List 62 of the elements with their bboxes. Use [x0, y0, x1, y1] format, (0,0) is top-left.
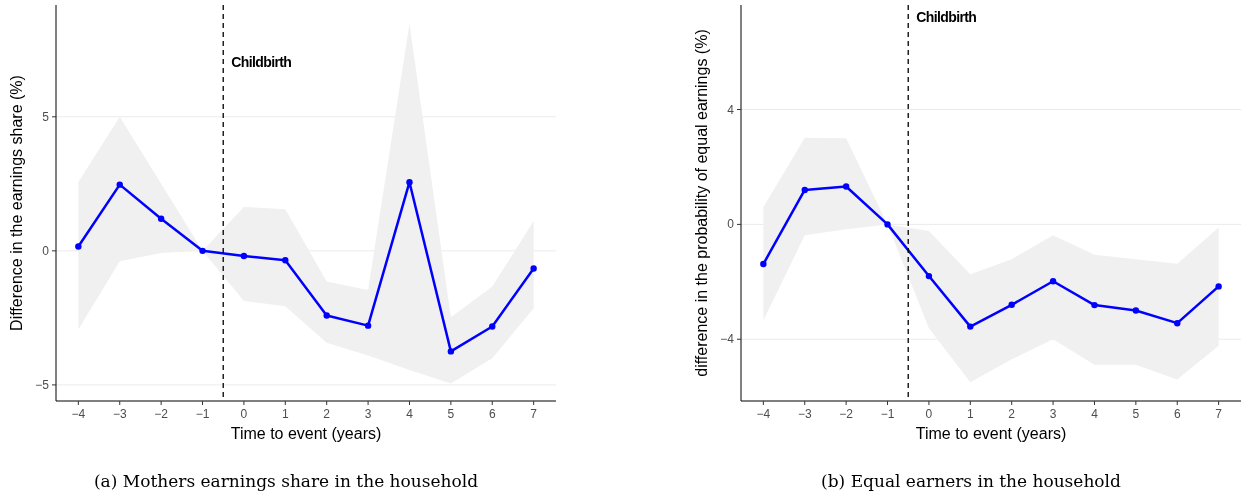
- point: [760, 260, 767, 268]
- point: [75, 243, 82, 250]
- x-tick-label: 6: [1173, 407, 1181, 421]
- x-tick-label: −2: [154, 407, 169, 421]
- point: [1174, 319, 1181, 327]
- ref-line-label: Childbirth: [231, 54, 292, 70]
- x-tick-label: 2: [1008, 407, 1016, 421]
- x-tick-label: 1: [966, 407, 974, 421]
- x-tick-label: −3: [112, 407, 127, 421]
- point: [925, 272, 933, 280]
- point: [489, 323, 496, 330]
- ref-line-label: Childbirth: [916, 9, 977, 25]
- y-tick-label: 4: [727, 102, 735, 117]
- point: [199, 247, 206, 255]
- x-axis-title: Time to event (years): [230, 425, 382, 442]
- x-tick-label: 0: [240, 407, 248, 421]
- text: (b) Equal earners in the household: [821, 471, 1122, 491]
- point: [1132, 307, 1140, 314]
- x-axis-title: Time to event (years): [915, 425, 1067, 442]
- point: [157, 215, 165, 222]
- point: [282, 257, 289, 264]
- x-tick-label: 4: [1091, 407, 1099, 421]
- point: [1008, 301, 1015, 308]
- x-tick-label: 3: [364, 407, 372, 421]
- point: [364, 322, 372, 329]
- x-tick-label: −1: [195, 407, 210, 421]
- point: [240, 252, 248, 260]
- point: [323, 312, 330, 319]
- point: [1049, 278, 1057, 285]
- text: (a) Mothers earnings share in the household: [93, 471, 479, 491]
- point: [447, 348, 455, 355]
- x-tick-label: 1: [281, 407, 289, 421]
- y-axis-title: difference in the probability of equal earnings (%): [693, 29, 710, 377]
- y-tick-label: −5: [35, 377, 50, 392]
- x-tick-label: 6: [488, 407, 496, 421]
- x-tick-label: 4: [406, 407, 414, 421]
- x-tick-label: −4: [756, 407, 771, 421]
- point: [406, 179, 413, 186]
- point: [842, 183, 850, 190]
- x-tick-label: −2: [839, 407, 854, 421]
- x-tick-label: 5: [1132, 407, 1140, 421]
- y-tick-label: −4: [720, 332, 735, 347]
- y-axis-title: Difference in the earnings share (%): [8, 75, 25, 331]
- x-tick-label: 7: [1215, 407, 1223, 421]
- point: [801, 186, 808, 194]
- point: [1215, 283, 1222, 290]
- y-tick-label: 0: [727, 217, 735, 232]
- x-tick-label: −3: [797, 407, 812, 421]
- x-tick-label: 2: [323, 407, 331, 421]
- x-tick-label: −1: [880, 407, 895, 421]
- x-tick-label: 3: [1049, 407, 1057, 421]
- point: [116, 181, 123, 188]
- point: [530, 265, 537, 272]
- x-tick-label: 0: [925, 407, 933, 421]
- point: [967, 323, 974, 330]
- x-tick-label: −4: [71, 407, 86, 421]
- point: [1091, 301, 1098, 309]
- y-tick-label: 0: [42, 243, 50, 258]
- x-tick-label: 7: [530, 407, 538, 421]
- point: [884, 221, 891, 228]
- y-tick-label: 5: [42, 109, 50, 124]
- x-tick-label: 5: [447, 407, 455, 421]
